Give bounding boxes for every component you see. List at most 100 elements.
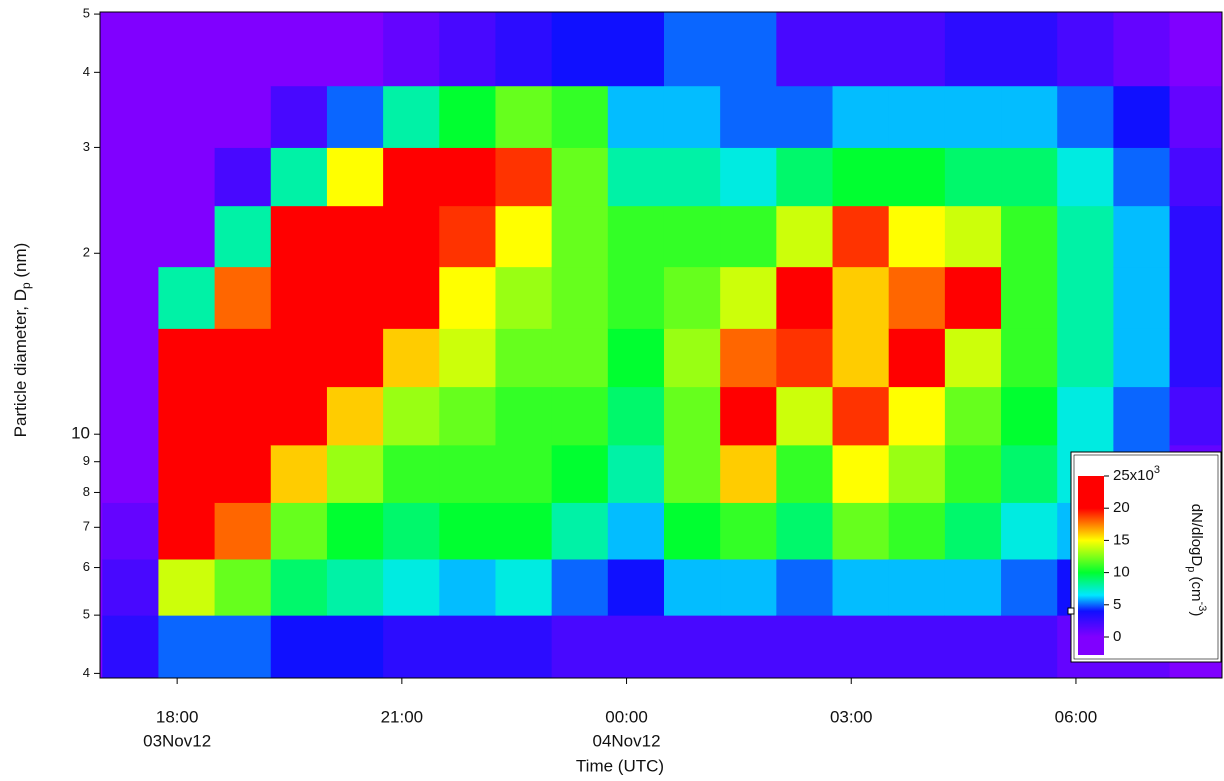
colorbar-tick-label: 0	[1113, 628, 1121, 645]
heatmap-cell	[945, 615, 1002, 678]
colorbar-tick-label: 5	[1113, 596, 1121, 613]
heatmap-cell	[1001, 86, 1058, 148]
heatmap-cell	[102, 445, 159, 503]
heatmap-cell	[833, 615, 890, 678]
heatmap-cell	[776, 328, 833, 387]
heatmap-cell	[1170, 267, 1224, 329]
heatmap-cell	[608, 387, 665, 446]
x-tick-label: 06:00	[1055, 707, 1098, 726]
heatmap-cell	[215, 387, 272, 446]
heatmap-cell	[327, 615, 384, 678]
heatmap-cell	[945, 206, 1002, 267]
heatmap-cell	[552, 502, 609, 559]
heatmap-cell	[439, 147, 496, 206]
heatmap-cell	[1057, 86, 1114, 148]
colorbar	[1078, 476, 1104, 637]
heatmap-cell	[215, 12, 272, 86]
heatmap-cell	[215, 86, 272, 148]
heatmap-cell	[833, 206, 890, 267]
heatmap-cell	[215, 502, 272, 559]
colorbar-tick-label: 10	[1113, 564, 1130, 581]
heatmap-cell	[439, 206, 496, 267]
heatmap-cell	[833, 328, 890, 387]
heatmap-cell	[271, 328, 328, 387]
heatmap-cell	[158, 12, 215, 86]
heatmap-cell	[1170, 328, 1224, 387]
heatmap-cell	[664, 206, 721, 267]
heatmap-cell	[776, 387, 833, 446]
heatmap-cell	[776, 502, 833, 559]
heatmap-cell	[833, 86, 890, 148]
heatmap-cell	[889, 12, 946, 86]
heatmap-cell	[383, 86, 440, 148]
heatmap-cell	[552, 387, 609, 446]
heatmap-cell	[664, 387, 721, 446]
colorbar-tick-text: 20	[1113, 499, 1130, 516]
heatmap-cell	[158, 147, 215, 206]
heatmap-cell	[552, 445, 609, 503]
heatmap-cell	[439, 502, 496, 559]
heatmap-cell	[215, 615, 272, 678]
heatmap-cell	[1057, 328, 1114, 387]
heatmap-cell	[776, 86, 833, 148]
heatmap-cell	[608, 328, 665, 387]
heatmap-cell	[720, 445, 777, 503]
heatmap-cell	[1001, 328, 1058, 387]
x-tick-label: 18:00	[156, 707, 199, 726]
heatmap-cell	[439, 267, 496, 329]
heatmap-cell	[833, 12, 890, 86]
y-tick-label: 2	[83, 245, 90, 260]
y-tick-label: 10	[71, 424, 90, 443]
heatmap-cell	[1170, 387, 1224, 446]
heatmap-cell	[1001, 267, 1058, 329]
heatmap-cell	[608, 147, 665, 206]
heatmap-cell	[552, 267, 609, 329]
heatmap-cell	[383, 559, 440, 616]
heatmap-cell	[327, 86, 384, 148]
heatmap-cell	[833, 147, 890, 206]
heatmap-cell	[102, 206, 159, 267]
y-tick-label: 5	[83, 607, 90, 622]
heatmap-cell	[327, 502, 384, 559]
heatmap-cell	[720, 615, 777, 678]
heatmap-cell	[383, 206, 440, 267]
heatmap-cell	[720, 206, 777, 267]
colorbar-label: dN/dlogDp (cm-3)	[1185, 504, 1208, 617]
heatmap-cell	[945, 267, 1002, 329]
y-tick-label: 8	[83, 484, 90, 499]
heatmap-cell	[552, 147, 609, 206]
heatmap-cell	[215, 147, 272, 206]
heatmap-cell	[945, 387, 1002, 446]
heatmap	[100, 12, 1224, 679]
heatmap-cell	[158, 559, 215, 616]
heatmap-cell	[552, 559, 609, 616]
heatmap-cell	[383, 445, 440, 503]
heatmap-cell	[1113, 206, 1170, 267]
heatmap-cell	[1001, 387, 1058, 446]
heatmap-cell	[439, 559, 496, 616]
heatmap-cell	[776, 445, 833, 503]
y-tick-label: 6	[83, 559, 90, 574]
heatmap-cell	[833, 502, 890, 559]
heatmap-cell	[776, 615, 833, 678]
heatmap-cell	[664, 147, 721, 206]
heatmap-cell	[383, 267, 440, 329]
clabel-sup: -3	[1196, 602, 1208, 612]
heatmap-cell	[889, 559, 946, 616]
heatmap-cell	[327, 559, 384, 616]
heatmap-cell	[776, 559, 833, 616]
heatmap-cell	[608, 502, 665, 559]
y-tick-label: 7	[83, 519, 90, 534]
heatmap-cell	[664, 559, 721, 616]
colorbar-tick-text: 15	[1113, 531, 1130, 548]
colorbar-tick-text: 10	[1113, 564, 1130, 581]
heatmap-cell	[720, 387, 777, 446]
heatmap-cell	[608, 12, 665, 86]
heatmap-cell	[271, 147, 328, 206]
heatmap-cell	[608, 445, 665, 503]
heatmap-cell	[1001, 206, 1058, 267]
heatmap-cell	[608, 615, 665, 678]
heatmap-cell	[552, 12, 609, 86]
heatmap-cell	[271, 559, 328, 616]
